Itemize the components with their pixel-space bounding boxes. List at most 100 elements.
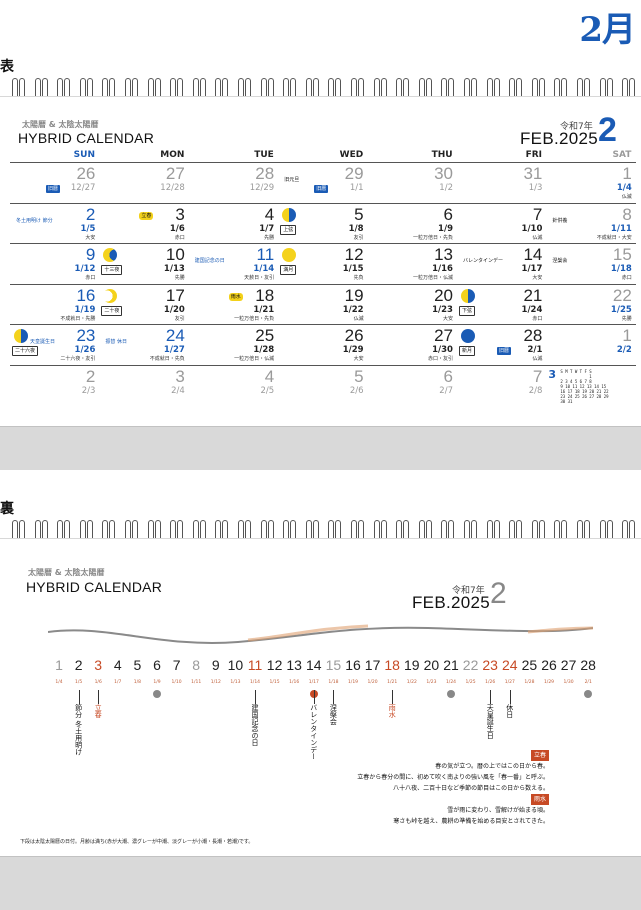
mini-calendar-row: S M T W T F S xyxy=(560,368,592,374)
day-cell: 5 1/8 友引 上弦 xyxy=(278,202,368,244)
binder-ring xyxy=(34,78,48,100)
event-leader-line xyxy=(313,690,315,704)
back-solar-date: 8 xyxy=(192,657,201,673)
back-lunar-date: 1/25 xyxy=(465,680,476,685)
tide-dot xyxy=(153,690,161,698)
binder-ring xyxy=(373,520,387,542)
lunar-date: 1/8 xyxy=(348,223,364,234)
solar-date: 7 xyxy=(532,204,543,224)
desc-heading-usui: 雨水 xyxy=(530,794,549,805)
lunar-date: 1/22 xyxy=(342,304,364,315)
back-lunar-date: 1/9 xyxy=(153,680,161,685)
lunar-date: 1/24 xyxy=(521,304,543,315)
moon-phase-icon xyxy=(103,248,118,262)
binder-ring xyxy=(577,78,590,100)
back-lunar-date: 1/13 xyxy=(230,680,241,685)
day-tag: 十三夜 xyxy=(101,265,123,275)
back-lunar-date: 1/26 xyxy=(485,680,496,685)
rokuyo-note: 一粒万倍日・仏滅 xyxy=(412,275,453,281)
binder-ring xyxy=(464,520,477,542)
day-cell: 4 1/7 先勝 xyxy=(188,202,279,244)
desc-line-2: 立春から春分の間に、初めて吹く南よりの強い風を「春一番」と呼ぶ。 xyxy=(357,774,549,781)
day-cell: 3 2/4 xyxy=(99,364,189,406)
binder-ring xyxy=(192,520,206,542)
solar-date: 22 xyxy=(612,285,632,305)
solar-date: 5 xyxy=(354,366,364,386)
day-cell: 4 2/5 xyxy=(188,364,279,406)
event-leader-line xyxy=(255,690,256,704)
binder-ring xyxy=(125,520,138,542)
lunar-date: 12/27 xyxy=(70,183,96,193)
weekday-sat: SAT xyxy=(612,150,632,160)
day-cell: 12 1/15 先負 満月 xyxy=(278,243,368,284)
lunar-date: 2/1 xyxy=(527,345,543,355)
binder-ring xyxy=(396,78,410,100)
lunar-date: 1/1 xyxy=(349,183,364,193)
front-side-label: 表 xyxy=(0,59,14,75)
lunar-date: 1/16 xyxy=(432,264,453,274)
binder-ring xyxy=(260,78,274,100)
solar-date: 25 xyxy=(255,326,275,345)
solar-date: 24 xyxy=(165,326,185,345)
back-lunar-date: 2/1 xyxy=(584,680,592,685)
solar-date: 9 xyxy=(85,245,96,264)
binder-ring xyxy=(328,520,342,542)
back-solar-date: 27 xyxy=(560,657,577,673)
day-cell: 13 1/16 一粒万倍日・仏滅 xyxy=(367,243,457,284)
lunar-date: 2/7 xyxy=(439,385,453,396)
weekday-mon: MON xyxy=(160,150,185,160)
binder-ring xyxy=(34,520,48,542)
day-cell: 25 1/28 一粒万倍日・仏滅 xyxy=(188,324,279,365)
event-label: バレンタインデー xyxy=(463,258,504,264)
rokuyo-note: 赤口 xyxy=(174,234,185,241)
binder-ring xyxy=(170,520,184,542)
binder-ring xyxy=(147,78,161,100)
lunar-date: 1/30 xyxy=(432,345,453,355)
day-cell: 22 1/25 先勝 xyxy=(546,283,636,325)
back-solar-date: 9 xyxy=(211,657,220,673)
binder-ring xyxy=(418,78,432,100)
rokuyo-note: 仏滅 xyxy=(532,356,543,362)
binder-ring xyxy=(328,78,342,100)
lunar-date: 1/25 xyxy=(610,304,632,315)
day-tag: 上弦 xyxy=(280,224,297,235)
mini-calendar-month: 3 xyxy=(548,367,557,381)
back-solar-date: 26 xyxy=(541,657,557,673)
lunar-date: 2/4 xyxy=(171,385,185,396)
back-solar-date: 12 xyxy=(266,657,283,673)
lunar-date: 1/11 xyxy=(610,223,632,234)
day-tag: 新月 xyxy=(459,346,476,356)
day-cell: 23 1/26 二十六夜・友引 二十六夜 天皇誕生日 xyxy=(10,324,100,365)
lunar-date: 2/8 xyxy=(528,385,543,396)
day-cell: 6 1/9 一粒万倍日・先負 xyxy=(367,202,457,244)
rokuyo-note: 一粒万倍日・仏滅 xyxy=(234,356,275,362)
day-cell: 27 1/30 赤口・友引 xyxy=(367,324,457,365)
binder-ring xyxy=(102,78,116,100)
back-lunar-date: 1/21 xyxy=(387,680,398,685)
day-tag: 下弦 xyxy=(459,305,476,316)
back-solar-date: 25 xyxy=(521,657,538,673)
back-lunar-date: 1/6 xyxy=(94,680,102,685)
binder-ring xyxy=(486,520,500,542)
event-label: 針供養 xyxy=(552,217,568,224)
solar-date: 26 xyxy=(76,164,96,183)
solar-date: 12 xyxy=(344,245,364,264)
rokuyo-note: 赤口 xyxy=(621,275,632,281)
rokuyo-note: 仏滅 xyxy=(353,315,364,322)
back-solar-date: 19 xyxy=(404,657,420,673)
back-lunar-date: 1/14 xyxy=(249,680,261,685)
month-corner-label: 2月 xyxy=(579,10,636,50)
solar-date: 3 xyxy=(175,366,185,386)
solar-date: 4 xyxy=(264,366,275,386)
day-tag: 二十六夜 xyxy=(12,346,39,356)
lunar-date: 1/13 xyxy=(163,264,185,274)
mini-calendar-row: 16 17 18 19 20 21 22 xyxy=(560,388,609,394)
back-brand-title: HYBRID CALENDAR xyxy=(26,579,163,595)
lunar-date: 1/27 xyxy=(163,345,185,355)
tide-dot xyxy=(447,690,455,698)
back-lunar-date: 1/16 xyxy=(289,680,300,685)
binder-ring xyxy=(125,78,138,100)
day-cell: 26 12/27 旧暦 xyxy=(10,162,100,203)
day-cell: 6 2/7 xyxy=(367,364,457,406)
back-lunar-date: 1/7 xyxy=(114,680,122,685)
